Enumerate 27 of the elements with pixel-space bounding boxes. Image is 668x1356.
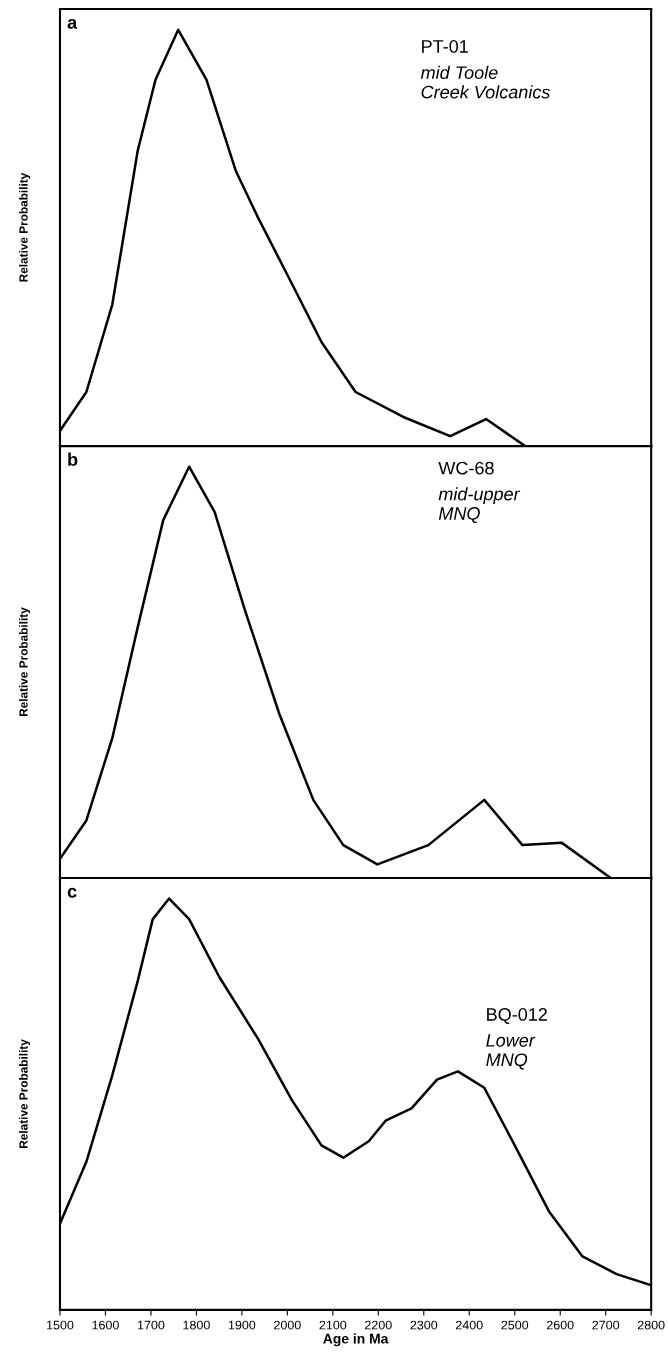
annotation: mid-upper MNQ: [438, 487, 521, 524]
y-axis-title: Relative Probability: [19, 607, 31, 717]
annotation: PT-01: [422, 40, 468, 53]
annotation: BQ-012: [487, 1008, 547, 1025]
text: b: [68, 452, 78, 466]
text: c: [67, 887, 77, 898]
x-tick-label: 1900: [228, 1320, 256, 1330]
x-tick-label: 2700: [592, 1320, 620, 1330]
x-tick-label: 2600: [546, 1320, 574, 1330]
x-tick-label: 2800: [637, 1320, 665, 1330]
x-tick-label: 2400: [455, 1320, 483, 1330]
x-tick-label: 1600: [92, 1320, 119, 1330]
y-axis-title: Relative Probability: [19, 1039, 31, 1148]
x-tick-label: 1700: [137, 1320, 165, 1330]
x-axis-title: Age in Ma: [323, 1333, 389, 1347]
y-axis-title: Relative Probability: [19, 172, 31, 282]
x-tick-label: 1500: [47, 1320, 74, 1330]
text: a: [67, 18, 78, 29]
annotation: mid Toole Creek Volcanics: [420, 65, 551, 99]
x-tick-label: 2200: [365, 1320, 392, 1330]
annotation: WC-68: [438, 461, 494, 475]
x-tick-label: 2100: [319, 1320, 347, 1330]
x-tick-label: 2000: [274, 1320, 301, 1330]
x-tick-label: 1800: [183, 1320, 210, 1330]
x-tick-label: 2500: [501, 1320, 529, 1330]
annotation: Lower MNQ: [486, 1034, 536, 1070]
x-tick-label: 2300: [410, 1320, 438, 1330]
